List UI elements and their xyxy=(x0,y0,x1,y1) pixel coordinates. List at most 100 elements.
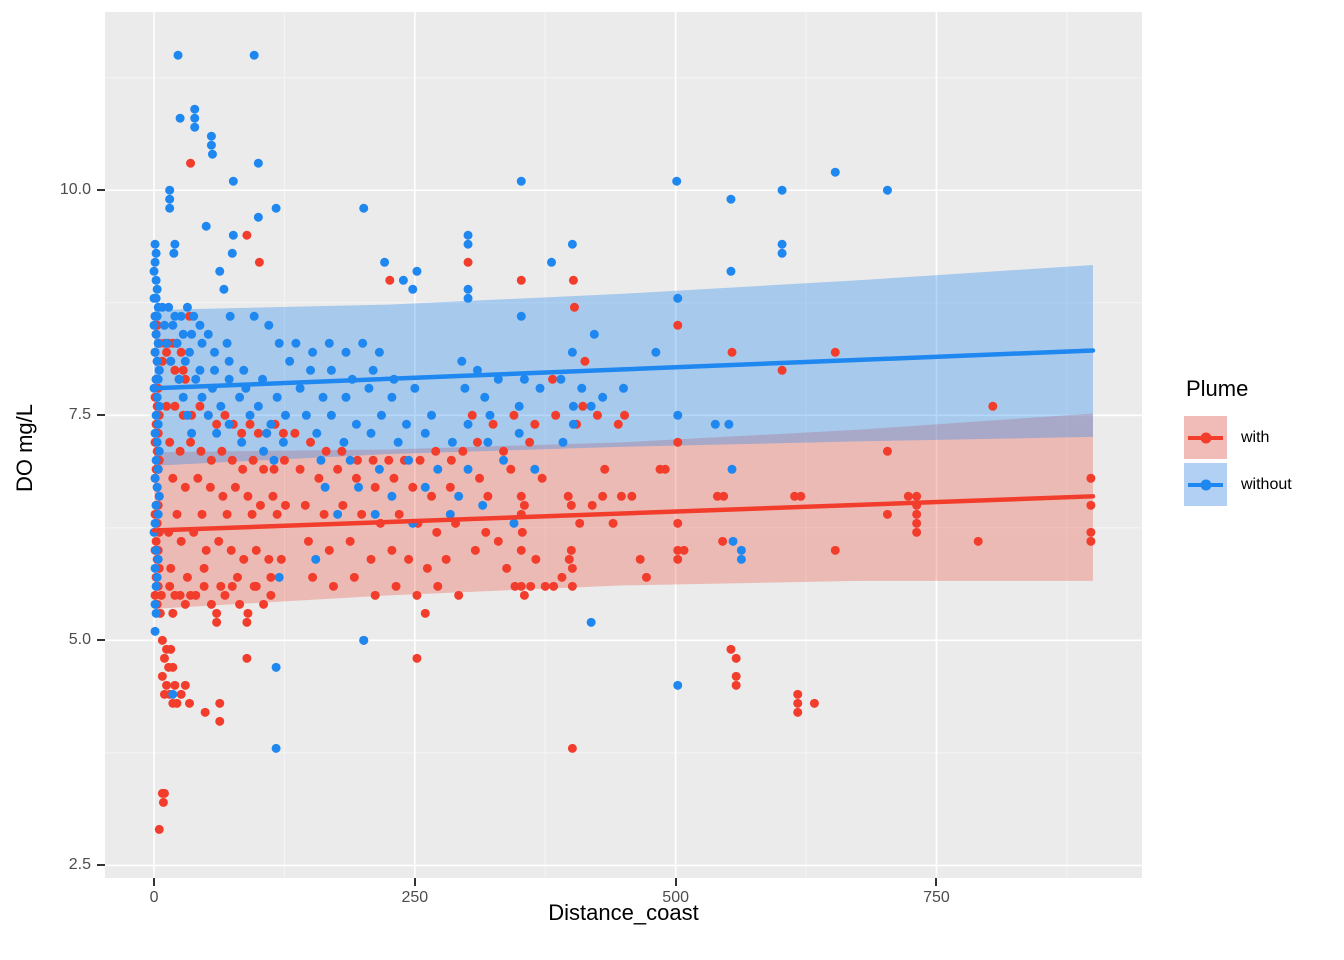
data-point-with xyxy=(592,410,602,420)
data-point-without xyxy=(150,347,160,357)
data-point-with xyxy=(563,491,573,501)
data-point-with xyxy=(251,581,261,591)
x-axis-title: Distance_coast xyxy=(548,900,699,925)
x-tick-mark xyxy=(674,878,677,886)
data-point-with xyxy=(531,554,541,564)
x-tick-label: 250 xyxy=(401,889,429,906)
data-point-without xyxy=(777,185,787,195)
data-point-without xyxy=(249,311,259,321)
data-point-without xyxy=(182,302,192,312)
data-point-with xyxy=(157,671,167,681)
data-point-without xyxy=(586,617,596,627)
data-point-without xyxy=(306,365,316,375)
data-point-with xyxy=(158,797,168,807)
data-point-without xyxy=(478,500,488,510)
data-point-without xyxy=(291,338,301,348)
data-point-without xyxy=(151,329,161,339)
data-point-with xyxy=(170,680,180,690)
data-point-with xyxy=(387,545,397,555)
data-point-with xyxy=(557,572,567,582)
data-point-with xyxy=(216,581,226,591)
data-point-without xyxy=(463,419,473,429)
data-point-without xyxy=(567,347,577,357)
legend-key-without-swatch xyxy=(1184,463,1227,506)
data-point-with xyxy=(366,554,376,564)
data-point-without xyxy=(264,320,274,330)
data-point-with xyxy=(566,500,576,510)
data-point-without xyxy=(206,131,216,141)
data-point-without xyxy=(150,257,160,267)
data-point-without xyxy=(547,257,557,267)
data-point-without xyxy=(358,338,368,348)
data-point-with xyxy=(290,428,300,438)
data-point-without xyxy=(514,428,524,438)
data-point-with xyxy=(427,491,437,501)
data-point-without xyxy=(152,392,162,402)
data-point-with xyxy=(793,698,803,708)
data-point-with xyxy=(269,464,279,474)
plot-panel xyxy=(105,12,1142,878)
data-point-without xyxy=(239,365,249,375)
data-point-without xyxy=(311,554,321,564)
data-point-with xyxy=(268,491,278,501)
data-point-without xyxy=(354,482,364,492)
data-point-without xyxy=(157,302,167,312)
data-point-without xyxy=(151,293,161,303)
data-point-without xyxy=(176,311,186,321)
data-point-without xyxy=(710,419,720,429)
data-point-without xyxy=(152,284,162,294)
data-point-without xyxy=(154,446,164,456)
data-point-with xyxy=(679,545,689,555)
data-point-without xyxy=(673,680,683,690)
data-point-with xyxy=(156,590,166,600)
data-point-with xyxy=(214,536,224,546)
data-point-without xyxy=(178,329,188,339)
data-point-without xyxy=(172,338,182,348)
data-point-with xyxy=(564,554,574,564)
data-point-with xyxy=(712,491,722,501)
data-point-with xyxy=(180,482,190,492)
data-point-without xyxy=(339,437,349,447)
data-point-with xyxy=(432,527,442,537)
data-point-without xyxy=(150,563,160,573)
data-point-without xyxy=(728,536,738,546)
data-point-without xyxy=(153,464,163,474)
data-point-without xyxy=(149,266,159,276)
data-point-without xyxy=(228,176,238,186)
data-point-with xyxy=(578,401,588,411)
data-point-without xyxy=(499,455,509,465)
data-point-without xyxy=(197,338,207,348)
data-point-without xyxy=(568,419,578,429)
data-point-without xyxy=(341,392,351,402)
data-point-with xyxy=(196,446,206,456)
data-point-without xyxy=(726,266,736,276)
data-point-with xyxy=(276,554,286,564)
x-tick-mark xyxy=(413,878,416,886)
data-point-with xyxy=(472,437,482,447)
data-point-with xyxy=(186,437,196,447)
data-point-without xyxy=(190,104,200,114)
data-point-with xyxy=(391,581,401,591)
data-point-without xyxy=(736,554,746,564)
data-point-with xyxy=(259,599,269,609)
data-point-without xyxy=(150,428,160,438)
data-point-without xyxy=(316,455,326,465)
data-point-with xyxy=(280,500,290,510)
data-point-without xyxy=(308,347,318,357)
data-point-without xyxy=(215,266,225,276)
data-point-without xyxy=(180,356,190,366)
data-point-with xyxy=(1086,536,1096,546)
y-axis-title: DO mg/L xyxy=(12,403,37,493)
data-point-without xyxy=(262,428,272,438)
data-point-with xyxy=(446,455,456,465)
data-point-without xyxy=(402,419,412,429)
data-point-without xyxy=(153,419,163,429)
legend-key-dot xyxy=(1200,432,1211,443)
data-point-without xyxy=(165,185,175,195)
data-point-with xyxy=(205,482,215,492)
trend-line-without xyxy=(151,348,1096,391)
data-point-without xyxy=(301,410,311,420)
data-point-without xyxy=(514,401,524,411)
data-point-without xyxy=(412,266,422,276)
data-point-with xyxy=(389,473,399,483)
